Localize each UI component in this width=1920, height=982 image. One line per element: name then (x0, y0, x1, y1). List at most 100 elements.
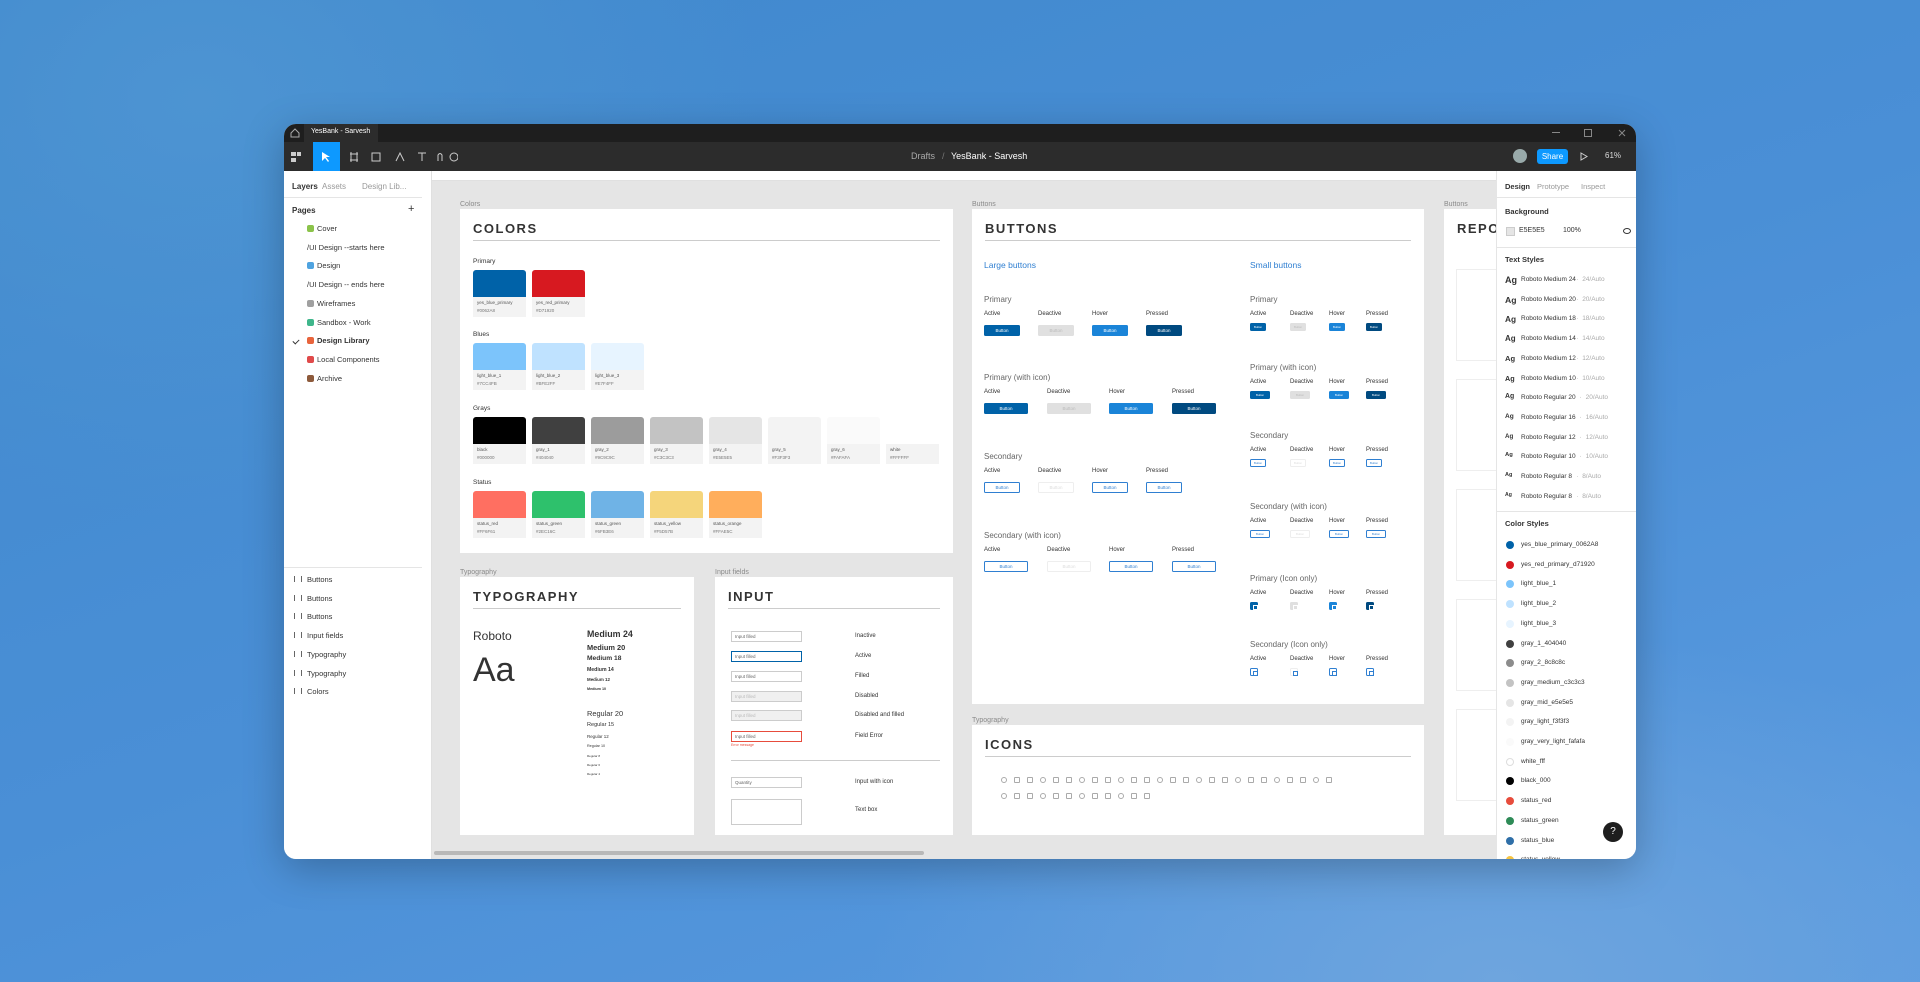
button[interactable] (1329, 602, 1337, 610)
button[interactable]: Button (1329, 530, 1349, 538)
color-style[interactable]: light_blue_1 (1521, 580, 1557, 588)
page-item[interactable]: /UI Design --starts here (307, 242, 385, 252)
maximize[interactable] (1584, 129, 1592, 137)
layer-item[interactable]: Buttons (307, 575, 333, 584)
text-style[interactable]: Roboto Medium 24 (1521, 276, 1576, 283)
color-style[interactable]: gray_2_8c8c8c (1521, 659, 1566, 667)
text-style[interactable]: Roboto Regular 16 (1521, 413, 1576, 421)
button[interactable]: Button (1329, 459, 1345, 467)
color-style[interactable]: gray_medium_c3c3c3 (1521, 678, 1585, 686)
color-style[interactable]: gray_very_light_fafafa (1521, 738, 1585, 745)
layer-item[interactable]: Typography (307, 668, 347, 678)
color-style[interactable]: gray_light_f3f3f3 (1521, 718, 1570, 726)
button[interactable]: Button (1366, 459, 1382, 467)
text-style[interactable]: Roboto Regular 12 (1521, 433, 1576, 441)
zoom[interactable]: 61% (1605, 151, 1622, 160)
close[interactable] (1618, 129, 1626, 137)
page-item[interactable]: Design (317, 261, 341, 271)
page-item[interactable]: Wireframes (317, 298, 356, 308)
layer-item[interactable]: Colors (307, 687, 329, 697)
button[interactable]: Button (1250, 391, 1270, 399)
button[interactable] (1290, 668, 1298, 676)
color-style[interactable]: black_000 (1521, 777, 1551, 785)
button[interactable]: Button (1290, 323, 1306, 331)
text-style[interactable]: Roboto Medium 14 (1521, 335, 1576, 343)
color-style[interactable]: light_blue_2 (1521, 600, 1557, 608)
panel-tab[interactable]: Design (1505, 182, 1531, 191)
color-style[interactable]: status_red (1521, 797, 1552, 805)
button[interactable]: Button (1329, 323, 1345, 331)
layer-item[interactable]: Typography (307, 649, 347, 659)
layer-item[interactable]: Input fields (307, 631, 344, 641)
button[interactable]: Button (1250, 323, 1266, 331)
avatar[interactable] (1513, 149, 1527, 163)
color-style[interactable]: white_fff (1521, 757, 1545, 765)
button[interactable] (1366, 602, 1374, 610)
button[interactable]: Button (1366, 391, 1386, 399)
text-style[interactable]: Roboto Medium 20 (1521, 295, 1576, 303)
button[interactable]: Button (1366, 323, 1382, 331)
panel-tab[interactable]: Design Lib... (362, 182, 407, 191)
button[interactable] (1366, 668, 1374, 676)
button[interactable]: Button (1092, 325, 1128, 336)
share-button[interactable]: Share (1537, 149, 1568, 164)
button[interactable]: Button (984, 403, 1028, 414)
main-menu[interactable] (290, 150, 304, 164)
button[interactable]: Button (1146, 325, 1182, 336)
layer-item[interactable]: Buttons (307, 593, 333, 603)
color-style[interactable]: gray_1_404040 (1521, 639, 1567, 647)
minimize[interactable] (1552, 132, 1560, 133)
help-button[interactable]: ? (1603, 822, 1623, 842)
button[interactable]: Button (1329, 391, 1349, 399)
layer-item[interactable]: Buttons (307, 612, 333, 622)
text-style[interactable]: Roboto Regular 8 (1521, 492, 1572, 500)
button[interactable] (1250, 602, 1258, 610)
button[interactable]: Button (1038, 482, 1074, 493)
add-page[interactable]: + (408, 203, 415, 215)
button[interactable]: Button (1250, 459, 1266, 467)
text-style[interactable]: Roboto Medium 12 (1521, 354, 1576, 362)
panel-tab[interactable]: Prototype (1537, 182, 1570, 191)
color-style[interactable]: yes_blue_primary_0062A8 (1521, 541, 1599, 548)
button[interactable] (1290, 602, 1298, 610)
panel-tab[interactable]: Assets (322, 182, 347, 191)
panel-tab[interactable]: Inspect (1581, 182, 1606, 191)
button[interactable]: Button (984, 325, 1020, 336)
button[interactable]: Button (1109, 561, 1153, 572)
button[interactable]: Button (1047, 403, 1091, 414)
button[interactable]: Button (1047, 561, 1091, 572)
button[interactable]: Button (1290, 459, 1306, 467)
button[interactable] (1250, 668, 1258, 676)
button[interactable]: Button (1092, 482, 1128, 493)
text-style[interactable]: Roboto Medium 18 (1521, 315, 1576, 323)
button[interactable]: Button (1146, 482, 1182, 493)
bg-hex[interactable]: E5E5E5 (1519, 227, 1545, 234)
present-button[interactable] (1580, 152, 1588, 161)
color-style[interactable]: light_blue_3 (1521, 619, 1557, 627)
page-item[interactable]: Archive (317, 373, 343, 383)
button[interactable]: Button (1290, 391, 1310, 399)
panel-tab[interactable]: Layers (292, 182, 318, 191)
button[interactable]: Button (1109, 403, 1153, 414)
scrollbar[interactable] (434, 851, 924, 855)
tool-icons[interactable] (348, 151, 458, 163)
color-style[interactable]: status_yellow (1521, 856, 1560, 859)
button[interactable]: Button (1290, 530, 1310, 538)
button[interactable]: Button (1038, 325, 1074, 336)
page-item[interactable]: Design Library (317, 336, 370, 346)
breadcrumb-parent[interactable]: Drafts (911, 151, 936, 161)
button[interactable]: Button (1250, 530, 1270, 538)
button[interactable]: Button (1172, 403, 1216, 414)
file-name[interactable]: YesBank - Sarvesh (951, 151, 1028, 161)
color-style[interactable]: gray_mid_e5e5e5 (1521, 698, 1574, 706)
bg-opacity[interactable]: 100% (1563, 227, 1581, 234)
page-item[interactable]: Cover (317, 224, 338, 233)
text-style[interactable]: Roboto Medium 10 (1521, 374, 1576, 382)
text-style[interactable]: Roboto Regular 10 (1521, 453, 1576, 461)
color-style[interactable]: status_green (1521, 816, 1559, 824)
text-style[interactable]: Roboto Regular 8 (1521, 473, 1572, 480)
button[interactable]: Button (1366, 530, 1386, 538)
button[interactable]: Button (1172, 561, 1216, 572)
button[interactable]: Button (984, 482, 1020, 493)
button[interactable]: Button (984, 561, 1028, 572)
